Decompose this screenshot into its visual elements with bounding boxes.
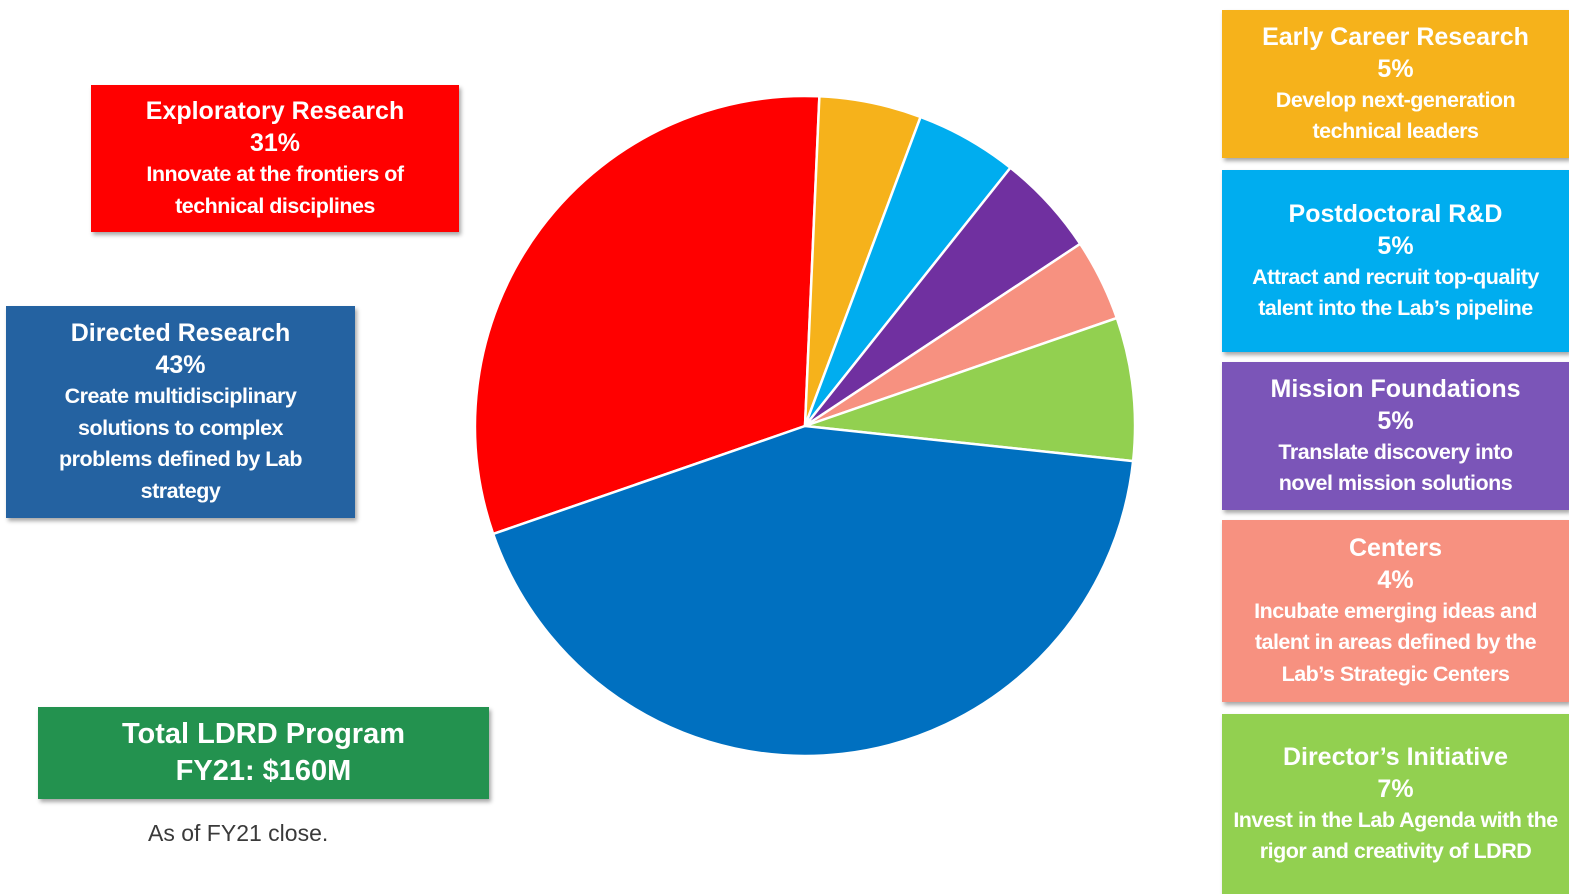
directors-initiative-percent: 7%	[1377, 774, 1414, 803]
early-career-research-box: Early Career Research 5% Develop next-ge…	[1222, 10, 1569, 158]
centers-description: Incubate emerging ideas and talent in ar…	[1254, 598, 1537, 686]
exploratory-research-percent: 31%	[249, 129, 301, 157]
mission-foundations-title: Mission Foundations	[1270, 374, 1521, 403]
postdoctoral-rd-title: Postdoctoral R&D	[1288, 199, 1503, 228]
early-career-research-percent: 5%	[1377, 54, 1414, 83]
exploratory-research-description: Innovate at the frontiers of technical d…	[146, 162, 404, 218]
directors-initiative-description: Invest in the Lab Agenda with the rigor …	[1233, 807, 1558, 864]
directors-initiative-box: Director’s Initiative 7% Invest in the L…	[1222, 714, 1569, 894]
centers-title: Centers	[1348, 533, 1443, 562]
postdoctoral-rd-percent: 5%	[1377, 231, 1414, 260]
pie-slice-directed-research	[491, 424, 1135, 758]
mission-foundations-box: Mission Foundations 5% Translate discove…	[1222, 362, 1569, 510]
pie-slice-exploratory-research	[473, 94, 821, 536]
exploratory-research-title: Exploratory Research	[145, 97, 405, 125]
postdoctoral-rd-description: Attract and recruit top-quality talent i…	[1252, 264, 1539, 321]
exploratory-research-box: Exploratory Research 31% Innovate at the…	[91, 85, 459, 232]
directed-research-box: Directed Research 43% Create multidiscip…	[6, 306, 355, 518]
centers-percent: 4%	[1377, 565, 1414, 594]
total-program-amount: FY21: $160M	[175, 755, 352, 787]
total-program-title: Total LDRD Program	[121, 718, 406, 750]
centers-box: Centers 4% Incubate emerging ideas and t…	[1222, 520, 1569, 702]
mission-foundations-description: Translate discovery into novel mission s…	[1278, 439, 1513, 496]
directed-research-title: Directed Research	[70, 319, 291, 347]
directed-research-description: Create multidisciplinary solutions to co…	[59, 384, 302, 503]
directors-initiative-title: Director’s Initiative	[1282, 742, 1509, 771]
early-career-research-title: Early Career Research	[1262, 22, 1529, 51]
pie-slice-director-s-initiative	[804, 316, 1137, 463]
mission-foundations-percent: 5%	[1377, 406, 1414, 435]
total-program-box: Total LDRD Program FY21: $160M	[38, 707, 489, 799]
footnote: As of FY21 close.	[148, 820, 329, 846]
postdoctoral-rd-box: Postdoctoral R&D 5% Attract and recruit …	[1222, 170, 1569, 352]
early-career-research-description: Develop next-generation technical leader…	[1275, 87, 1516, 144]
directed-research-percent: 43%	[155, 351, 206, 379]
